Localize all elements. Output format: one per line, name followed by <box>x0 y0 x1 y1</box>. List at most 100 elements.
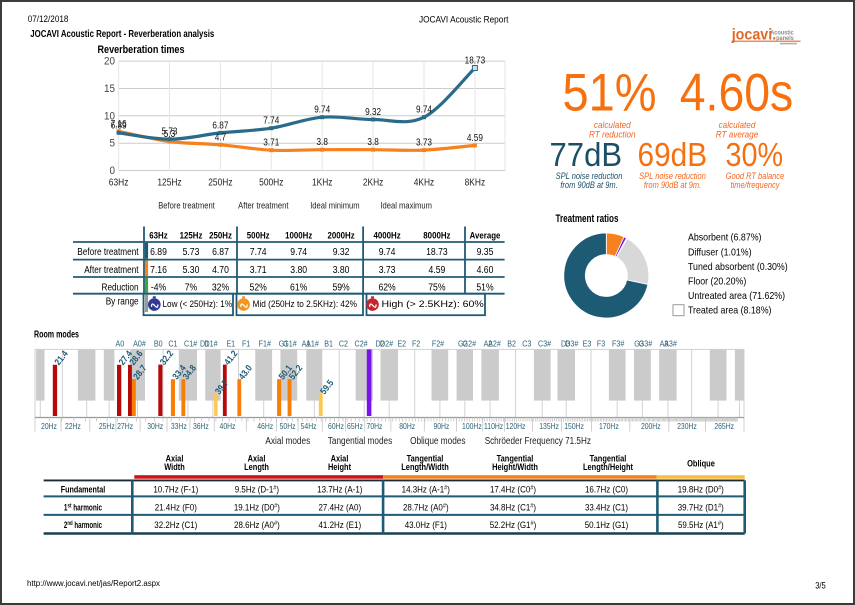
svg-text:7%: 7% <box>185 283 198 294</box>
svg-text:43.0Hz (F1): 43.0Hz (F1) <box>405 520 447 530</box>
svg-text:500Hz: 500Hz <box>247 230 270 241</box>
svg-text:100Hz: 100Hz <box>462 421 482 431</box>
svg-text:2KHz: 2KHz <box>363 177 384 189</box>
svg-text:Tangential: Tangential <box>590 454 627 464</box>
svg-text:Good RT balance: Good RT balance <box>726 171 784 181</box>
svg-text:G2#: G2# <box>463 338 477 348</box>
svg-text:Length/Height: Length/Height <box>583 462 633 472</box>
svg-text:9.74: 9.74 <box>314 105 330 116</box>
svg-text:1st harmonic: 1st harmonic <box>64 502 102 512</box>
svg-text:G3#: G3# <box>639 338 653 348</box>
svg-text:A1#: A1# <box>306 338 319 348</box>
svg-text:18.73: 18.73 <box>465 56 486 67</box>
svg-text:125Hz: 125Hz <box>157 177 181 189</box>
svg-text:High (> 2.5KHz): 60%: High (> 2.5KHz): 60% <box>382 299 484 309</box>
svg-text:150Hz: 150Hz <box>564 421 584 431</box>
svg-text:3/5: 3/5 <box>815 581 826 591</box>
svg-text:Absorbent (6.87%): Absorbent (6.87%) <box>688 231 762 243</box>
svg-text:G3: G3 <box>634 338 644 348</box>
svg-text:Tangential: Tangential <box>497 454 534 464</box>
svg-text:9.74: 9.74 <box>290 247 307 258</box>
svg-text:E1: E1 <box>226 338 235 348</box>
svg-text:5: 5 <box>110 138 116 150</box>
svg-text:20: 20 <box>104 56 115 68</box>
svg-text:39.7Hz (D1#): 39.7Hz (D1#) <box>678 502 724 512</box>
svg-text:46Hz: 46Hz <box>257 421 273 431</box>
svg-text:B0: B0 <box>154 338 163 348</box>
svg-text:21.4Hz (F0): 21.4Hz (F0) <box>155 502 197 512</box>
svg-text:3.8: 3.8 <box>317 137 329 148</box>
svg-text:230Hz: 230Hz <box>677 421 697 431</box>
svg-text:9.74: 9.74 <box>416 105 432 116</box>
svg-text:17.4Hz (C0#): 17.4Hz (C0#) <box>490 484 536 494</box>
svg-text:A0#: A0# <box>133 338 146 348</box>
svg-text:Oblique modes: Oblique modes <box>410 436 465 447</box>
svg-text:63Hz: 63Hz <box>109 177 129 189</box>
svg-text:41.2Hz (E1): 41.2Hz (E1) <box>318 520 361 530</box>
svg-text:G1#: G1# <box>283 338 297 348</box>
svg-text:time/frequency: time/frequency <box>731 180 780 190</box>
svg-text:3.8: 3.8 <box>367 137 379 148</box>
svg-text:Reverberation times: Reverberation times <box>98 44 185 56</box>
svg-text:0: 0 <box>110 165 116 177</box>
svg-text:from 90dB at 9m.: from 90dB at 9m. <box>644 180 701 190</box>
svg-text:9.32: 9.32 <box>365 107 381 118</box>
svg-text:A1: A1 <box>302 338 311 348</box>
svg-text:30%: 30% <box>726 136 784 173</box>
svg-text:-4%: -4% <box>151 283 167 294</box>
svg-text:51%: 51% <box>563 63 657 122</box>
svg-text:1000Hz: 1000Hz <box>285 230 312 241</box>
svg-text:D1: D1 <box>200 338 209 348</box>
svg-text:After treatment: After treatment <box>84 265 139 276</box>
svg-text:Low (< 250Hz): 1%: Low (< 250Hz): 1% <box>163 299 233 309</box>
svg-text:61%: 61% <box>290 283 308 294</box>
svg-text:59.5Hz (A1#): 59.5Hz (A1#) <box>678 520 724 530</box>
svg-text:500Hz: 500Hz <box>259 177 283 189</box>
svg-text:Ideal maximum: Ideal maximum <box>380 201 432 212</box>
svg-text:C2#: C2# <box>355 338 368 348</box>
svg-text:7.16: 7.16 <box>150 265 167 276</box>
svg-text:SPL noise reduction: SPL noise reduction <box>639 171 706 181</box>
svg-text:Tangential modes: Tangential modes <box>328 436 393 447</box>
svg-text:Axial: Axial <box>331 454 349 464</box>
svg-text:5.30: 5.30 <box>183 265 200 276</box>
svg-text:Height: Height <box>328 462 351 472</box>
svg-text:4.59: 4.59 <box>467 133 483 144</box>
svg-text:9.35: 9.35 <box>477 247 494 258</box>
svg-text:4.60: 4.60 <box>477 265 494 276</box>
svg-text:120Hz: 120Hz <box>506 421 526 431</box>
svg-text:F1#: F1# <box>259 338 271 348</box>
svg-text:265Hz: 265Hz <box>714 421 734 431</box>
svg-text:34.8Hz (C1#): 34.8Hz (C1#) <box>490 502 536 512</box>
svg-text:Width: Width <box>164 462 185 472</box>
svg-text:3.80: 3.80 <box>290 265 307 276</box>
svg-text:60Hz: 60Hz <box>328 421 344 431</box>
svg-text:Schröeder Frequency 71.5Hz: Schröeder Frequency 71.5Hz <box>485 436 591 447</box>
svg-text:28.6Hz (A0#): 28.6Hz (A0#) <box>234 520 280 530</box>
svg-text:Axial modes: Axial modes <box>265 436 310 447</box>
svg-text:Floor (20.20%): Floor (20.20%) <box>688 275 746 287</box>
svg-text:Treatment ratios: Treatment ratios <box>556 213 619 225</box>
svg-text:27.4Hz (A0): 27.4Hz (A0) <box>318 502 361 512</box>
svg-text:36Hz: 36Hz <box>193 421 209 431</box>
svg-text:16.7Hz (C0): 16.7Hz (C0) <box>585 484 628 494</box>
svg-text:8000Hz: 8000Hz <box>423 230 450 241</box>
svg-text:B2: B2 <box>507 338 516 348</box>
svg-text:Length: Length <box>244 462 269 472</box>
svg-text:52.2Hz (G1#): 52.2Hz (G1#) <box>490 520 537 530</box>
svg-text:3.80: 3.80 <box>333 265 350 276</box>
svg-text:SPL noise reduction: SPL noise reduction <box>556 171 623 181</box>
svg-text:Untreated area (71.62%): Untreated area (71.62%) <box>688 290 785 302</box>
svg-text:18.73: 18.73 <box>426 247 448 258</box>
svg-text:30Hz: 30Hz <box>147 421 163 431</box>
svg-text:32%: 32% <box>212 283 230 294</box>
svg-text:C2: C2 <box>339 338 348 348</box>
svg-text:A3#: A3# <box>664 338 677 348</box>
svg-text:After treatment: After treatment <box>238 201 289 212</box>
svg-text:A0: A0 <box>116 338 125 348</box>
svg-text:JOCAVI Acoustic Report - Rever: JOCAVI Acoustic Report - Reverberation a… <box>30 29 214 40</box>
svg-text:D1#: D1# <box>204 338 217 348</box>
svg-text:1KHz: 1KHz <box>312 177 333 189</box>
svg-text:110Hz: 110Hz <box>484 421 503 431</box>
svg-text:170Hz: 170Hz <box>599 421 619 431</box>
